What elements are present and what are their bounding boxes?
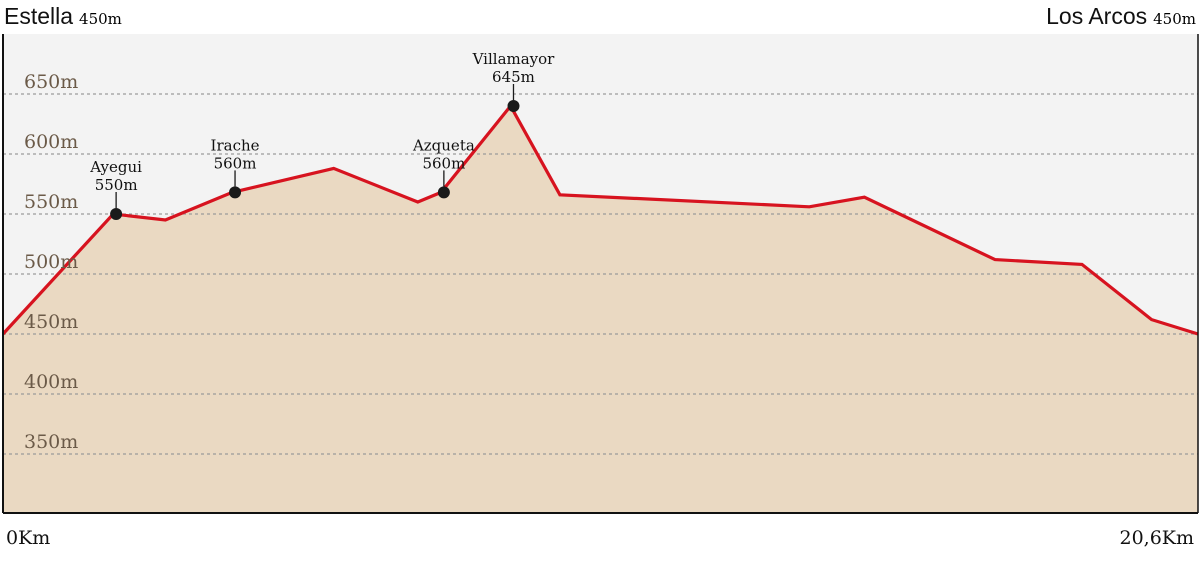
y-tick-label-400: 400m xyxy=(24,371,78,393)
waypoint-altitude-azqueta: 560m xyxy=(422,154,465,172)
waypoint-marker-villamayor xyxy=(507,100,520,112)
waypoint-altitude-ayegui: 550m xyxy=(95,176,138,194)
y-tick-label-350: 350m xyxy=(24,431,78,453)
waypoint-name-azqueta: Azqueta xyxy=(412,136,475,154)
waypoint-markers: Ayegui550mIrache560mAzqueta560mVillamayo… xyxy=(89,50,555,220)
end-town-name: Los Arcos xyxy=(1046,3,1147,29)
y-tick-label-600: 600m xyxy=(24,131,78,153)
y-tick-label-650: 650m xyxy=(24,71,78,93)
chart-header: Estella 450m Los Arcos 450m xyxy=(4,3,1196,29)
waypoint-marker-irache xyxy=(229,186,242,199)
start-town-name: Estella xyxy=(4,3,73,29)
end-town-altitude: 450m xyxy=(1153,10,1196,28)
waypoint-altitude-villamayor: 645m xyxy=(492,68,535,86)
waypoint-marker-ayegui xyxy=(110,208,123,220)
chart-axes xyxy=(2,34,1199,514)
elevation-area xyxy=(3,106,1198,513)
y-tick-label-550: 550m xyxy=(24,191,78,213)
x-tick-label-start: 0Km xyxy=(6,527,50,549)
start-town-altitude: 450m xyxy=(79,10,122,28)
waypoint-name-ayegui: Ayegui xyxy=(89,158,142,176)
waypoint-altitude-irache: 560m xyxy=(214,154,257,172)
y-tick-label-500: 500m xyxy=(24,251,78,273)
y-axis-tick-labels: 350m 400m 450m 500m 550m 600m 650m xyxy=(24,71,78,453)
gridlines xyxy=(3,93,1198,455)
waypoint-name-irache: Irache xyxy=(211,136,260,154)
y-tick-label-450: 450m xyxy=(24,311,78,333)
waypoint-name-villamayor: Villamayor xyxy=(472,50,556,68)
x-tick-label-end: 20,6Km xyxy=(1119,527,1194,549)
waypoint-marker-azqueta xyxy=(437,186,450,199)
